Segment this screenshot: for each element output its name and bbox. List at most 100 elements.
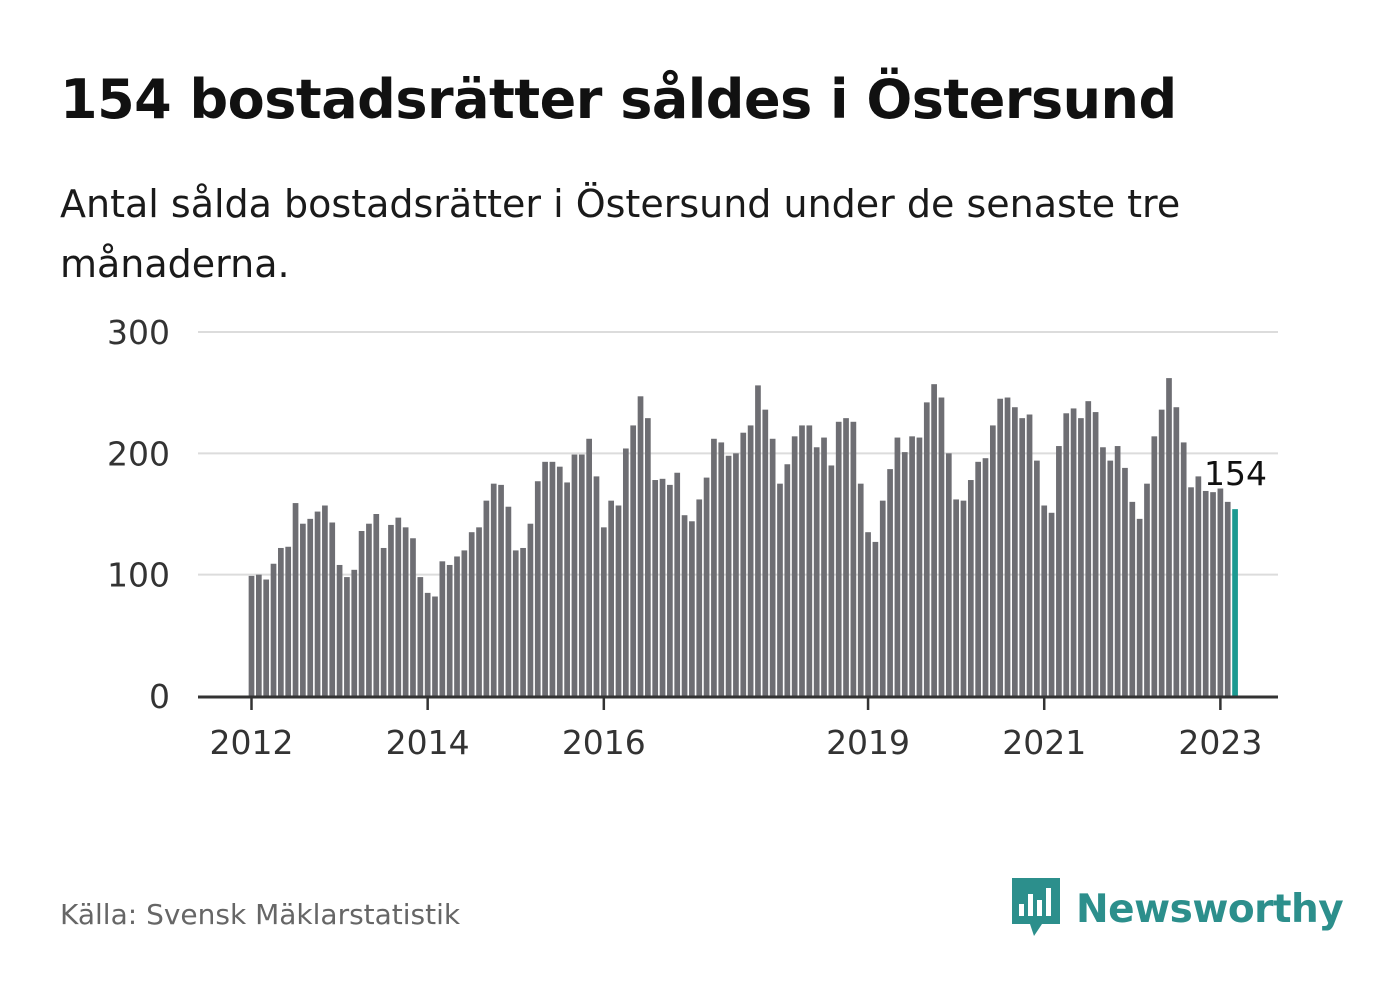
bar [997, 398, 1004, 696]
bar [975, 461, 982, 696]
bar [1158, 409, 1165, 696]
bar [1202, 490, 1209, 696]
bar [1034, 460, 1040, 696]
bar [608, 500, 615, 696]
bar [270, 563, 277, 696]
bar [1107, 460, 1114, 696]
bar [1180, 442, 1187, 696]
bar [300, 523, 306, 696]
bar [733, 453, 739, 696]
bar [901, 452, 908, 696]
bar [1012, 407, 1018, 696]
bar [953, 499, 959, 696]
bar [1129, 501, 1136, 696]
bar [777, 483, 783, 696]
bar [857, 483, 864, 696]
bar [835, 421, 842, 696]
bar [703, 477, 710, 696]
bar [652, 480, 659, 696]
bar [263, 579, 270, 696]
bar [1085, 401, 1092, 696]
bar [769, 438, 776, 696]
bar [505, 506, 512, 696]
bar [821, 437, 827, 696]
bar [424, 592, 431, 696]
bar [879, 500, 886, 696]
bar [909, 436, 915, 696]
bar [674, 472, 681, 696]
brand-name: Newsworthy [1076, 886, 1344, 932]
bar-chart: 0 100 200 300 2012 2014 2016 2019 2021 2023 154 [107, 313, 1278, 762]
bar [380, 547, 387, 696]
bar [255, 574, 262, 696]
bar [1166, 378, 1172, 696]
bar [483, 500, 490, 696]
bar [344, 577, 350, 696]
bar [395, 517, 402, 696]
bar [923, 402, 930, 696]
bar [1136, 518, 1143, 696]
bar [527, 523, 534, 696]
bar [314, 511, 321, 696]
bar [718, 442, 725, 696]
bar [1151, 436, 1158, 696]
bar [476, 527, 482, 696]
bar [1217, 488, 1224, 696]
y-tick-label: 300 [107, 313, 170, 352]
bar [402, 527, 409, 696]
bar [916, 437, 923, 696]
bar [586, 438, 592, 696]
bar [432, 596, 438, 696]
bar [1070, 408, 1077, 696]
bar [762, 409, 769, 696]
bar [945, 453, 952, 696]
y-tick-label: 100 [107, 556, 170, 595]
bar [799, 425, 805, 696]
bar [534, 481, 541, 696]
bar [622, 448, 629, 696]
bar [512, 550, 519, 696]
bar [637, 396, 644, 696]
chart-subtitle: Antal sålda bostadsrätter i Östersund un… [60, 182, 1181, 286]
bar [1195, 476, 1202, 696]
x-tick-label: 2012 [210, 723, 294, 762]
bar [1004, 397, 1011, 696]
bar [645, 418, 651, 696]
newsworthy-logo-icon [1010, 876, 1062, 942]
bar [578, 454, 585, 696]
bar [1092, 412, 1099, 696]
bar [1210, 492, 1216, 696]
bar [630, 425, 637, 696]
bar [1100, 447, 1106, 696]
bar [894, 437, 901, 696]
bar [292, 503, 299, 696]
bar [1188, 487, 1194, 696]
bar [322, 505, 328, 696]
x-tick-label: 2016 [562, 723, 646, 762]
x-tick-label: 2023 [1178, 723, 1262, 762]
bar [725, 455, 732, 696]
bar [681, 515, 688, 696]
bar [989, 425, 996, 696]
bar [285, 546, 292, 696]
bar [791, 436, 798, 696]
bar [1019, 418, 1026, 696]
bar [843, 418, 849, 696]
bar [1041, 505, 1048, 696]
bar [556, 466, 563, 696]
bar [1056, 446, 1062, 696]
bar [850, 421, 857, 696]
bar [490, 483, 497, 696]
bar [960, 500, 967, 696]
bar [1232, 509, 1238, 696]
bar [938, 397, 945, 696]
bar [549, 461, 556, 696]
bar [373, 514, 380, 696]
bar [366, 523, 372, 696]
y-tick-label: 200 [107, 434, 170, 473]
bars [248, 378, 1238, 696]
brand-logo[interactable]: Newsworthy [1010, 876, 1344, 942]
bar [711, 438, 717, 696]
bar [388, 524, 394, 696]
bar [278, 547, 284, 696]
